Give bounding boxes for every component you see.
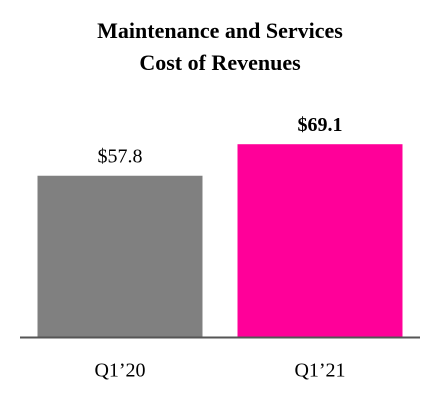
value-label: $69.1 <box>298 114 343 136</box>
x-tick-label: Q1’20 <box>94 360 145 382</box>
chart-title: Maintenance and Services <box>97 18 343 43</box>
bar <box>237 144 403 337</box>
bar <box>37 175 203 337</box>
x-tick-label: Q1’21 <box>294 360 345 382</box>
value-label: $57.8 <box>98 145 143 167</box>
chart-title: Cost of Revenues <box>139 50 301 75</box>
